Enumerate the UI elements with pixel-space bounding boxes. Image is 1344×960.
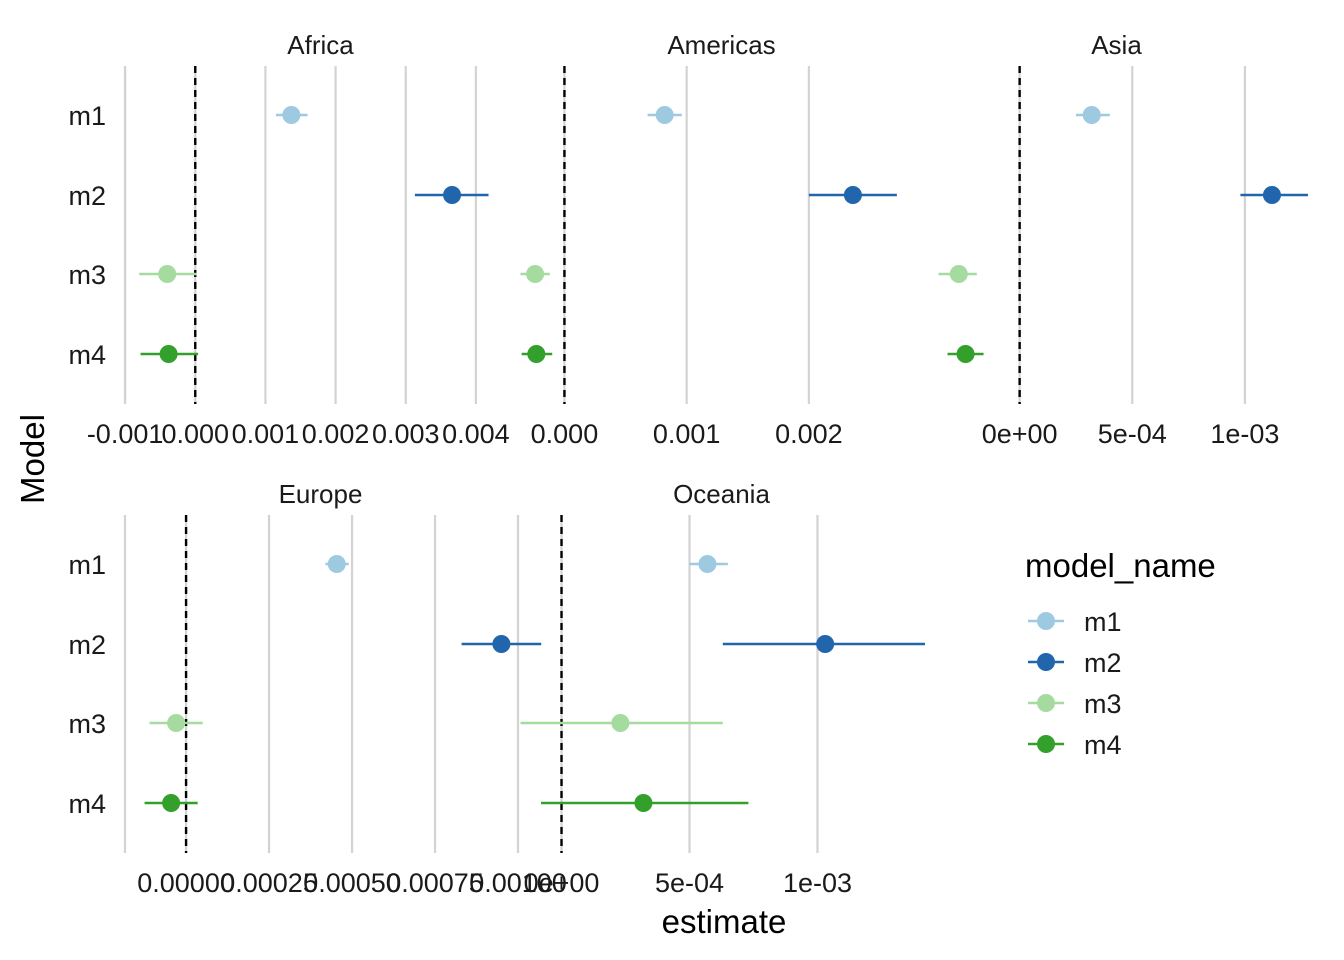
x-tick-label: 5e-04 <box>1098 419 1167 449</box>
estimate-point-m3 <box>158 265 177 283</box>
x-tick-label: -0.001 <box>87 419 164 449</box>
estimate-point-m2 <box>443 186 462 204</box>
facet-title: Oceania <box>673 479 770 509</box>
legend-key-point <box>1037 612 1055 630</box>
y-tick-label: m2 <box>68 630 106 660</box>
estimate-point-m3 <box>611 714 630 732</box>
x-tick-label: 0.003 <box>372 419 440 449</box>
legend-label: m4 <box>1084 730 1122 760</box>
x-tick-label: 0.00025 <box>220 868 318 898</box>
estimate-point-m2 <box>816 635 835 653</box>
estimate-point-m4 <box>527 345 546 363</box>
x-tick-label: 0.00075 <box>386 868 484 898</box>
legend: model_name m1 m2 m3 m4 <box>1025 547 1216 760</box>
legend-label: m1 <box>1084 607 1122 637</box>
x-tick-label: 0.001 <box>232 419 300 449</box>
legend-item-m1: m1 <box>1028 607 1122 637</box>
legend-item-m2: m2 <box>1028 648 1122 678</box>
x-tick-label: 0.000 <box>161 419 229 449</box>
legend-label: m2 <box>1084 648 1122 678</box>
x-tick-label: 1e-03 <box>1210 419 1279 449</box>
y-tick-label: m2 <box>68 181 106 211</box>
legend-item-m3: m3 <box>1028 689 1122 719</box>
y-tick-label: m4 <box>68 340 106 370</box>
estimate-point-m3 <box>167 714 186 732</box>
legend-item-m4: m4 <box>1028 730 1122 760</box>
estimate-point-m1 <box>282 106 301 124</box>
facets-layer: Africa-0.0010.000 0.001 0.002 0.003 0.004m1m… <box>68 30 1308 898</box>
x-tick-label: 0e+00 <box>982 419 1058 449</box>
legend-key-point <box>1037 735 1055 753</box>
facet-title: Europe <box>279 479 363 509</box>
estimate-point-m4 <box>956 345 975 363</box>
x-tick-label: 0e+00 <box>524 868 600 898</box>
facet-europe: Europe 0.000000.000250.000500.000750.0010… <box>68 479 566 898</box>
estimate-point-m1 <box>327 555 346 573</box>
y-tick-label: m4 <box>68 789 106 819</box>
facet-title: Americas <box>667 30 775 60</box>
x-tick-label: 0.002 <box>302 419 370 449</box>
facet-americas: Americas 0.000 0.001 0.002 <box>520 30 897 449</box>
facet-africa: Africa -0.0010.000 0.001 0.002 0.003 0.004 m1 m… <box>68 30 509 449</box>
x-axis-title: estimate <box>662 903 787 940</box>
legend-title: model_name <box>1025 547 1216 584</box>
estimate-point-m2 <box>492 635 511 653</box>
x-tick-label: 0.002 <box>775 419 843 449</box>
x-tick-label: 0.00050 <box>303 868 401 898</box>
y-axis-title: Model <box>14 414 51 504</box>
estimate-point-m4 <box>162 794 181 812</box>
estimate-point-m4 <box>159 345 178 363</box>
estimate-point-m2 <box>843 186 862 204</box>
facet-title: Asia <box>1091 30 1142 60</box>
estimate-point-m4 <box>634 794 653 812</box>
legend-key-point <box>1037 694 1055 712</box>
estimate-point-m1 <box>698 555 717 573</box>
y-tick-label: m3 <box>68 260 106 290</box>
legend-label: m3 <box>1084 689 1122 719</box>
estimate-point-m1 <box>655 106 674 124</box>
facet-asia: Asia 0e+00 5e-04 1e-03 <box>938 30 1308 449</box>
x-tick-label: 1e-03 <box>783 868 852 898</box>
estimate-point-m3 <box>526 265 545 283</box>
y-tick-label: m3 <box>68 709 106 739</box>
x-tick-label: 0.001 <box>653 419 721 449</box>
estimate-point-m2 <box>1262 186 1281 204</box>
facet-oceania: Oceania 0e+00 5e-04 1e-03 <box>520 479 925 898</box>
x-tick-label: 0.004 <box>442 419 510 449</box>
estimate-point-m1 <box>1082 106 1101 124</box>
estimate-point-m3 <box>949 265 968 283</box>
legend-items: m1 m2 m3 m4 <box>1028 607 1122 760</box>
y-tick-label: m1 <box>68 101 106 131</box>
facet-title: Africa <box>287 30 354 60</box>
x-tick-label: 0.00000 <box>137 868 235 898</box>
x-tick-label: 0.00100 <box>469 868 567 898</box>
legend-key-point <box>1037 653 1055 671</box>
y-tick-label: m1 <box>68 550 106 580</box>
x-tick-label: 0.000 <box>531 419 599 449</box>
x-tick-label: 5e-04 <box>655 868 724 898</box>
